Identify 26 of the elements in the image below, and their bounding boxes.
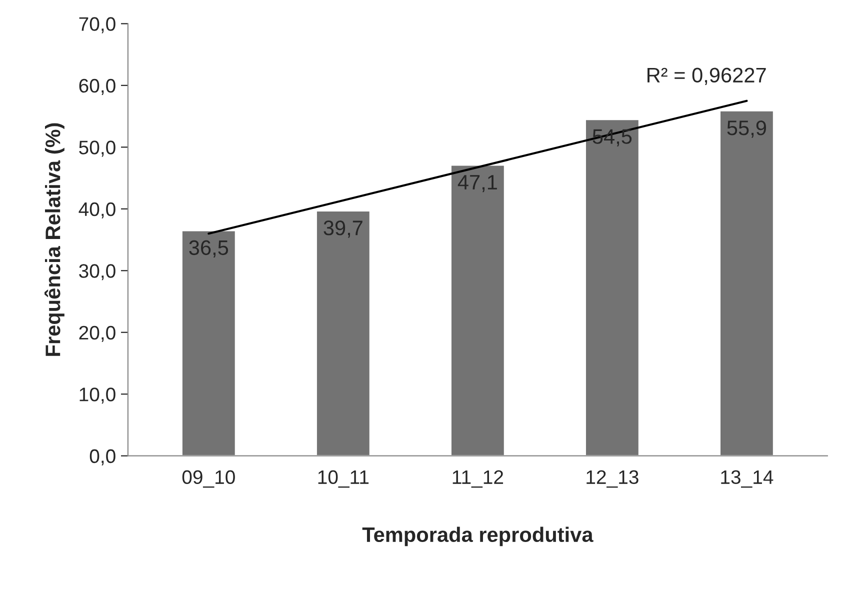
x-tick-label: 10_11 [318, 470, 369, 488]
bar [181, 230, 236, 456]
x-tick-label: 12_13 [586, 470, 638, 488]
data-label: 55,9 [727, 120, 766, 138]
data-label: 54,5 [592, 129, 632, 146]
y-tick-label: 70,0 [79, 17, 116, 34]
y-tick-label: 10,0 [80, 388, 116, 404]
bar [450, 164, 506, 456]
data-label: 47,1 [458, 175, 497, 192]
x-tick-label: 09_10 [182, 470, 235, 488]
bar [719, 110, 774, 456]
y-tick-label: 40,0 [78, 202, 116, 218]
x-tick-label: 11_12 [452, 470, 504, 488]
data-label: 39,7 [324, 220, 362, 238]
y-tick-label: 20,0 [79, 326, 116, 342]
bar [584, 118, 640, 456]
annotation: R² = 0,96227 [648, 68, 766, 85]
bar [316, 210, 371, 456]
x-axis-title: Temporada reprodutiva [362, 526, 594, 546]
data-label: 36,5 [189, 240, 228, 258]
x-tick-label: 13_14 [721, 470, 774, 488]
y-tick-label: 60,0 [79, 78, 116, 95]
y-axis-title: Frequência Relativa (%) [44, 123, 64, 356]
y-tick-label: 0,0 [90, 449, 116, 466]
y-tick-label: 30,0 [79, 264, 116, 280]
y-tick-label: 50,0 [79, 140, 116, 157]
